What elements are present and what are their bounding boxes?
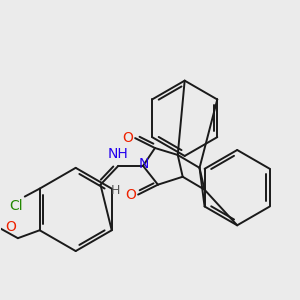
Text: N: N	[139, 157, 149, 171]
Text: Cl: Cl	[9, 199, 23, 212]
Text: H: H	[110, 184, 120, 197]
Text: O: O	[125, 188, 136, 202]
Text: O: O	[5, 220, 16, 234]
Text: O: O	[122, 131, 133, 145]
Text: NH: NH	[108, 147, 129, 161]
